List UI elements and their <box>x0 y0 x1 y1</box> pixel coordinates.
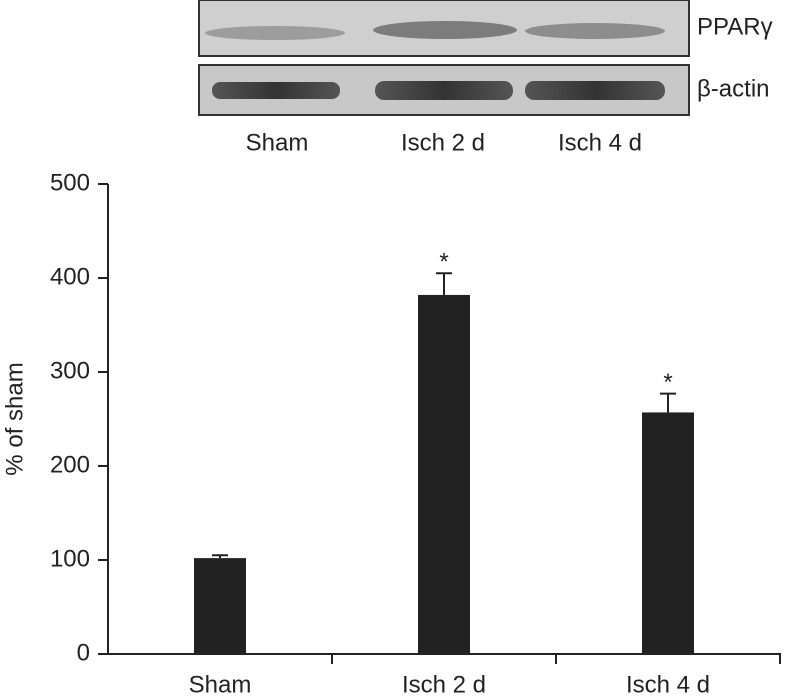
bar <box>418 294 470 654</box>
blot-band <box>525 81 665 100</box>
y-tick-label: 200 <box>50 451 90 478</box>
blot-band <box>373 21 517 39</box>
lane-label: Isch 4 d <box>558 129 642 156</box>
significance-marker: * <box>663 369 672 396</box>
blot-band <box>212 82 340 99</box>
error-bar <box>660 392 676 413</box>
significance-marker: * <box>439 249 448 276</box>
x-tick-label: Isch 2 d <box>402 671 486 695</box>
lane-label: Isch 2 d <box>401 129 485 156</box>
lane-label: Sham <box>246 129 309 156</box>
error-bar <box>212 554 228 559</box>
x-tick-label: Sham <box>189 671 252 695</box>
y-tick-label: 0 <box>77 639 90 666</box>
bar <box>642 412 694 654</box>
error-bar <box>436 272 452 295</box>
y-tick-label: 500 <box>50 169 90 196</box>
blot-band <box>375 81 513 100</box>
band-label: β-actin <box>697 75 770 102</box>
western-blot: PPARγ β-actin Sham Isch 2 d Isch 4 d <box>198 0 773 156</box>
y-tick-label: 300 <box>50 357 90 384</box>
x-tick-label: Isch 4 d <box>626 671 710 695</box>
y-axis-label: % of sham <box>1 362 28 475</box>
y-tick-label: 100 <box>50 545 90 572</box>
band-label: PPARγ <box>697 13 773 40</box>
y-tick-label: 400 <box>50 263 90 290</box>
bar <box>194 558 246 654</box>
blot-band <box>525 23 665 39</box>
blot-band <box>205 26 345 40</box>
